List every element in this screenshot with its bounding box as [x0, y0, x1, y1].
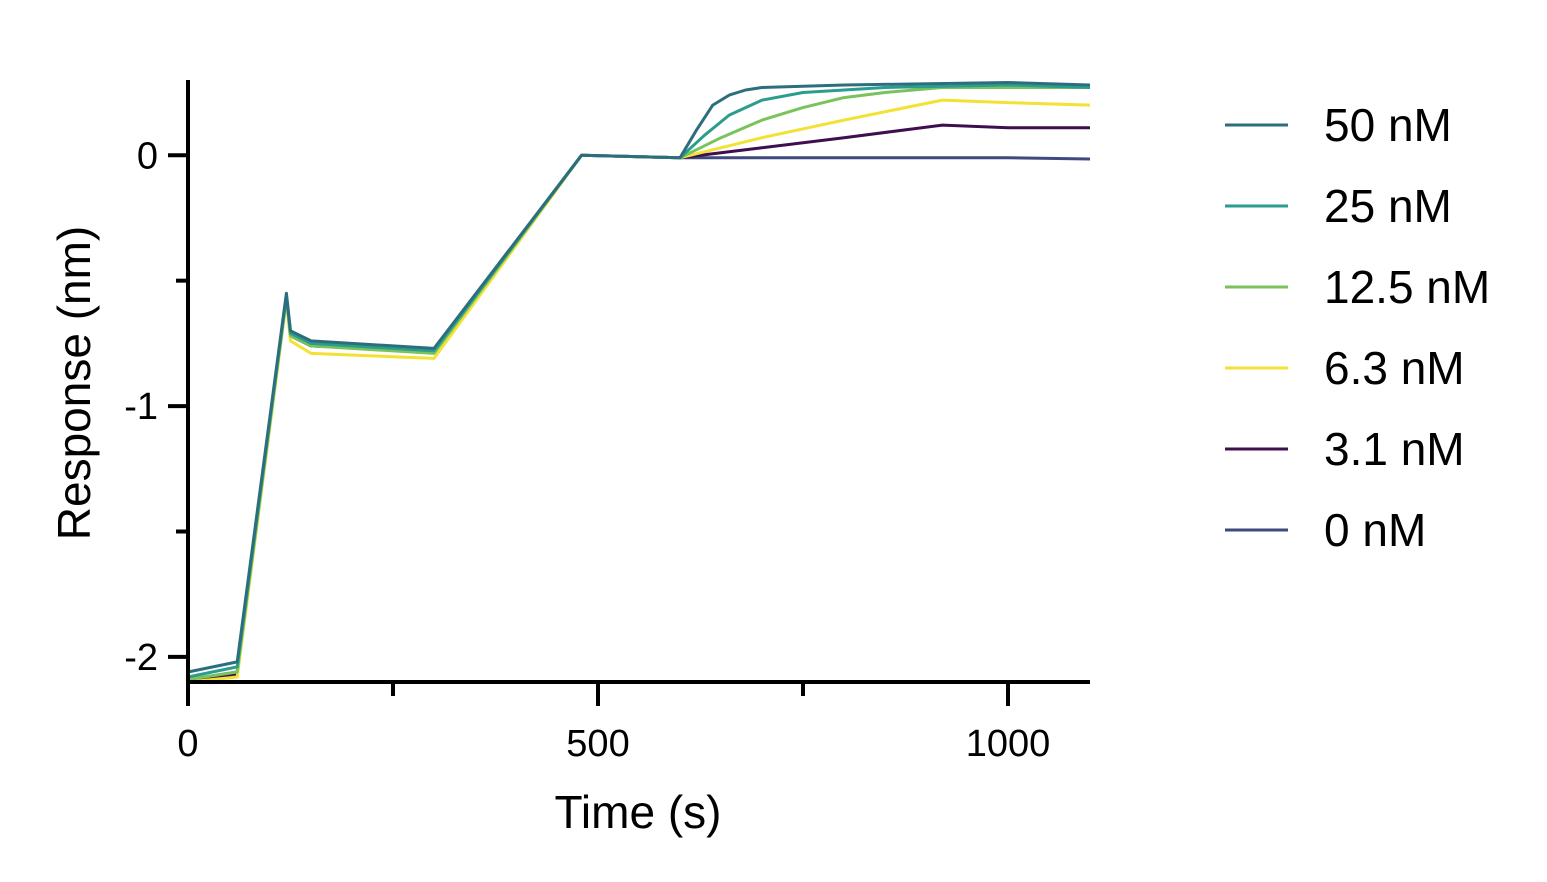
x-tick-label: 500 [566, 723, 629, 765]
axes-layer [186, 80, 1090, 684]
legend-label-50-nm: 50 nM [1324, 99, 1452, 151]
series-layer [187, 81, 1091, 684]
legend-label-6-3-nm: 6.3 nM [1324, 342, 1465, 394]
series-line-6-3-nm [187, 98, 1091, 684]
y-tick-label: 0 [137, 135, 158, 177]
x-tick-label: 1000 [966, 723, 1051, 765]
x-ticks: 0 500 1000 [177, 682, 1050, 765]
x-axis-title: Time (s) [555, 786, 722, 838]
legend-label-12-5-nm: 12.5 nM [1324, 261, 1490, 313]
y-axis-title: Response (nm) [48, 226, 100, 540]
series-line-0-nm [187, 153, 1091, 681]
legend-label-0-nm: 0 nM [1324, 504, 1426, 556]
legend-label-3-1-nm: 3.1 nM [1324, 423, 1465, 475]
y-tick-label: -2 [124, 637, 158, 679]
series-line-25-nm [187, 83, 1091, 679]
legend-label-25-nm: 25 nM [1324, 180, 1452, 232]
series-line-50-nm [187, 81, 1091, 674]
legend: 50 nM 25 nM 12.5 nM 6.3 nM 3.1 nM 0 nM [1225, 99, 1490, 556]
series-line-3-1-nm [187, 123, 1090, 684]
series-line-12-5-nm [187, 86, 1090, 681]
y-tick-label: -1 [124, 386, 158, 428]
x-tick-label: 0 [177, 723, 198, 765]
y-ticks: -2 -1 0 [124, 135, 188, 679]
